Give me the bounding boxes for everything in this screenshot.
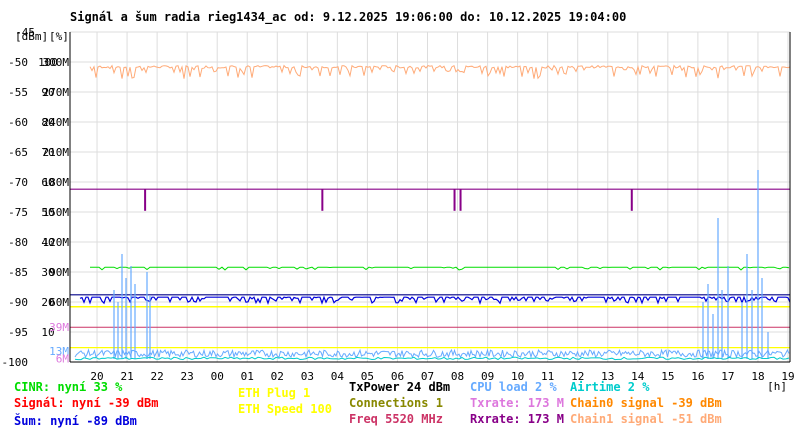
y-tick-label: -70 [8,176,28,189]
y-pct-tick-label: 90 [41,86,54,99]
x-tick-label: 00 [211,370,224,383]
y-rate-tick-label: 150M [43,206,70,219]
x-tick-label: 08 [451,370,464,383]
x-tick-label: 18 [751,370,764,383]
y-rate-tick-label: 90M [49,266,69,279]
y-tick-label: -45 [15,26,35,39]
x-tick-label: 01 [241,370,254,383]
y-tick-label: -90 [8,296,28,309]
x-tick-label: 12 [571,370,584,383]
x-tick-label: 13 [601,370,614,383]
y-rate-marker-label: 39M [49,321,69,334]
y-pct-tick-label: 10 [41,326,54,339]
x-tick-label: 23 [181,370,194,383]
legend-eth-speed: ETH Speed 100 [238,402,332,416]
y-rate-marker-label: 6M [56,352,70,365]
x-tick-label: 06 [391,370,404,383]
x-tick-label: 10 [511,370,524,383]
y-rate-tick-label: 300M [43,56,70,69]
y-tick-label: -65 [8,146,28,159]
y-tick-label: -100 [2,356,29,369]
x-tick-label: 02 [271,370,284,383]
y-tick-label: -55 [8,86,28,99]
chart-title: Signál a šum radia rieg1434_ac od: 9.12.… [70,10,627,24]
y-rate-tick-label: 120M [43,236,70,249]
x-tick-label: 22 [150,370,163,383]
y-tick-label: -80 [8,236,28,249]
x-tick-label: 15 [661,370,674,383]
y-pct-tick-label: 40 [41,236,54,249]
y-pct-tick-label: 50 [41,206,54,219]
series-noise [79,295,791,305]
x-tick-label: 19 [781,370,794,383]
y-tick-label: -50 [8,56,28,69]
legend-freq: Freq 5520 MHz [349,412,443,426]
x-tick-label: 11 [541,370,554,383]
legend-cinr: CINR: nyní 33 % [14,380,123,394]
series-chain1 [89,64,791,80]
x-tick-label: 20 [90,370,103,383]
axes: -45[dBm] [%] -50 -55 -60 -65 -70 -75 -80 -85 -90 -9… [2,26,795,393]
series-cpu-load [74,348,790,359]
legend-chain1: Chain1 signal -51 dBm [570,412,722,426]
y-pct-tick-label: 20 [41,296,54,309]
y-rate-tick-label: 240M [43,116,70,129]
series-cinr [90,266,790,271]
legend-rxrate: Rxrate: 173 M [470,412,564,426]
x-tick-label: 09 [481,370,494,383]
legend-airtime: Airtime 2 % [570,380,650,394]
y-tick-label: -60 [8,116,28,129]
legend-txrate: Txrate: 173 M [470,396,564,410]
x-tick-label: 03 [301,370,314,383]
x-tick-label: 14 [631,370,645,383]
y-pct-tick-label: 70 [41,146,54,159]
y-pct-tick-label: 80 [41,116,54,129]
y-rate-tick-label: 270M [43,86,70,99]
y-pct-tick-label: 30 [41,266,54,279]
legend-noise: Šum: nyní -89 dBm [14,414,137,428]
legend-eth-plug: ETH Plug 1 [238,386,311,400]
y-rate-tick-label: 210M [43,146,70,159]
x-tick-label: 05 [361,370,374,383]
x-tick-label: 07 [421,370,434,383]
y-rate-tick-label: 60M [49,296,69,309]
y-rate-tick-label: 180M [43,176,70,189]
x-tick-label: 17 [721,370,734,383]
x-unit-label: [h] [767,380,787,393]
y-rate-marker-label: 13M [49,345,69,358]
legend-signal: Signál: nyní -39 dBm [14,396,159,410]
legend-cpu-load: CPU load 2 % [470,380,557,394]
x-tick-label: 16 [691,370,704,383]
legend-txpower: TxPower 24 dBm [349,380,451,394]
x-tick-label: 21 [120,370,133,383]
y-pct-tick-label: 60 [41,176,54,189]
x-tick-label: 04 [331,370,345,383]
grid [70,31,790,363]
legend-connections: Connections 1 [349,396,443,410]
y-unit-dbm: [dBm] [15,30,48,43]
y-pct-tick-label: 100 [38,56,58,69]
legend-chain0: Chain0 signal -39 dBm [570,396,722,410]
data-series [70,64,791,361]
y-unit-pct: [%] [49,30,69,43]
y-tick-label: -75 [8,206,28,219]
y-tick-label: -85 [8,266,28,279]
series-airtime [74,356,790,361]
y-tick-label: -95 [8,326,28,339]
